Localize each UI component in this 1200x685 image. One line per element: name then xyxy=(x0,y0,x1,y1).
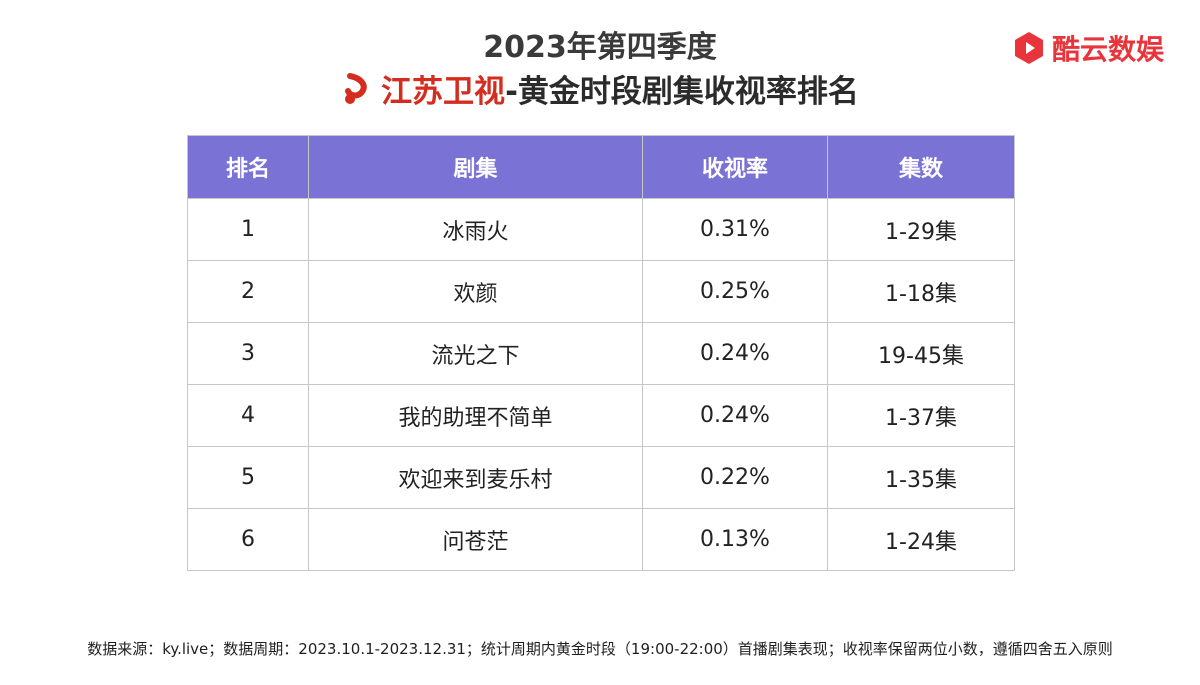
table-row: 4 我的助理不简单 0.24% 1-37集 xyxy=(187,384,1015,447)
episodes-cell: 19-45集 xyxy=(827,322,1015,385)
station-name: 江苏卫视 xyxy=(381,74,506,110)
column-header-rank: 排名 xyxy=(187,135,309,199)
rank-cell: 3 xyxy=(187,322,309,385)
rating-cell: 0.13% xyxy=(642,508,828,571)
rank-cell: 5 xyxy=(187,446,309,509)
series-cell: 冰雨火 xyxy=(308,198,643,261)
table-row: 2 欢颜 0.25% 1-18集 xyxy=(187,260,1015,323)
episodes-cell: 1-24集 xyxy=(827,508,1015,571)
subtitle-text: -黄金时段剧集收视率排名 xyxy=(505,74,859,110)
table-row: 3 流光之下 0.24% 19-45集 xyxy=(187,322,1015,385)
episodes-cell: 1-37集 xyxy=(827,384,1015,447)
table-row: 6 问苍茫 0.13% 1-24集 xyxy=(187,508,1015,571)
rank-cell: 1 xyxy=(187,198,309,261)
jsws-logo-icon xyxy=(345,72,367,104)
kuyun-logo-icon xyxy=(1014,32,1043,64)
rating-cell: 0.24% xyxy=(642,384,828,447)
rating-cell: 0.24% xyxy=(642,322,828,385)
series-cell: 我的助理不简单 xyxy=(308,384,643,447)
rating-cell: 0.22% xyxy=(642,446,828,509)
rating-cell: 0.31% xyxy=(642,198,828,261)
table-row: 5 欢迎来到麦乐村 0.22% 1-35集 xyxy=(187,446,1015,509)
brand-name: 酷云数娱 xyxy=(1051,33,1164,66)
table-row: 1 冰雨火 0.31% 1-29集 xyxy=(187,198,1015,261)
table-header-row: 排名 剧集 收视率 集数 xyxy=(187,135,1015,199)
series-cell: 欢迎来到麦乐村 xyxy=(308,446,643,509)
page-title: 2023年第四季度 xyxy=(483,30,717,65)
rank-cell: 6 xyxy=(187,508,309,571)
rating-cell: 0.25% xyxy=(642,260,828,323)
data-source-footnote: 数据来源：ky.live；数据周期：2023.10.1-2023.12.31；统… xyxy=(87,640,1113,658)
series-cell: 流光之下 xyxy=(308,322,643,385)
episodes-cell: 1-18集 xyxy=(827,260,1015,323)
episodes-cell: 1-29集 xyxy=(827,198,1015,261)
episodes-cell: 1-35集 xyxy=(827,446,1015,509)
column-header-rating: 收视率 xyxy=(642,135,828,199)
brand-logo: 酷云数娱 xyxy=(1014,28,1164,68)
ranking-table: 排名 剧集 收视率 集数 1 冰雨火 0.31% 1-29集 2 欢颜 0.25… xyxy=(187,135,1015,571)
rank-cell: 2 xyxy=(187,260,309,323)
series-cell: 问苍茫 xyxy=(308,508,643,571)
column-header-series: 剧集 xyxy=(308,135,643,199)
series-cell: 欢颜 xyxy=(308,260,643,323)
column-header-episodes: 集数 xyxy=(827,135,1015,199)
rank-cell: 4 xyxy=(187,384,309,447)
page-subtitle: 江苏卫视 -黄金时段剧集收视率排名 xyxy=(0,66,1200,111)
